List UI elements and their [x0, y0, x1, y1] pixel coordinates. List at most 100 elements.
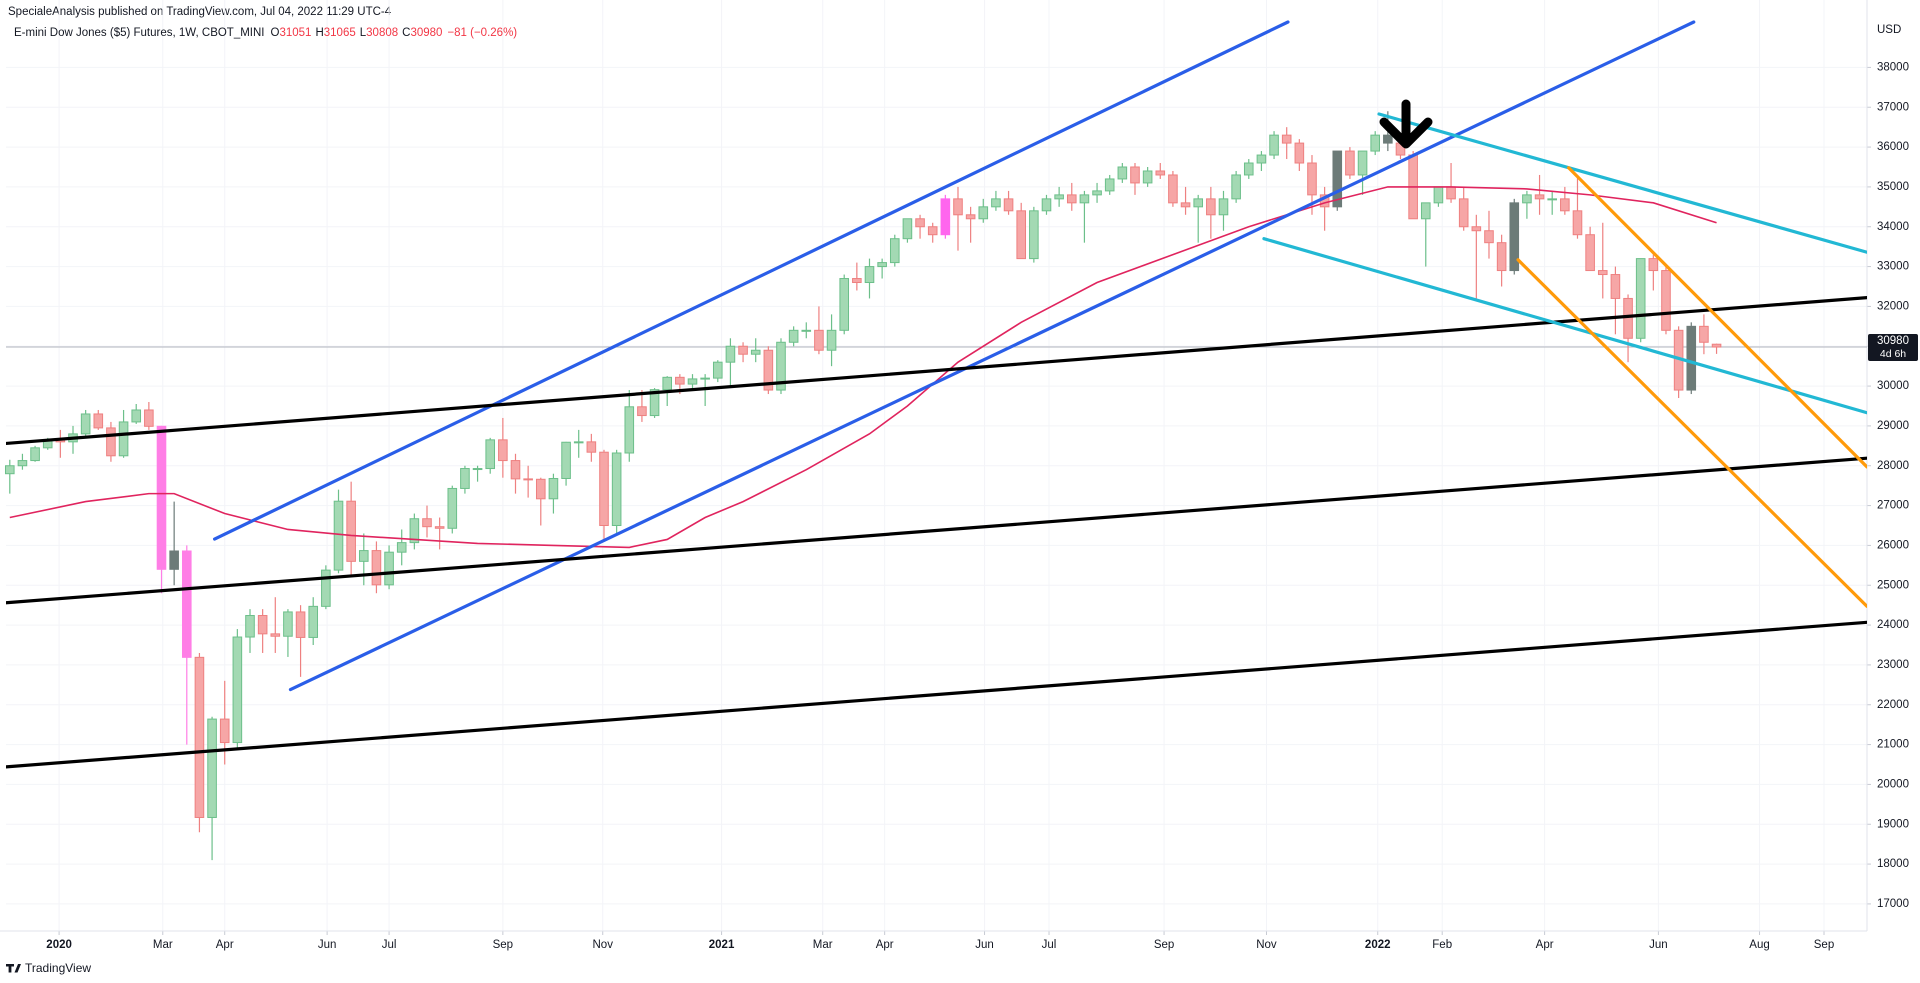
candle-body	[1370, 134, 1380, 152]
low-value: 30808	[366, 27, 398, 39]
candle-body	[422, 518, 432, 528]
candle-body	[1307, 162, 1317, 196]
high-value: 31065	[324, 27, 356, 39]
candle-body	[1003, 198, 1014, 212]
candle-body	[346, 500, 356, 562]
candle-body	[1345, 150, 1355, 176]
y-tick-label: 27000	[1877, 500, 1909, 512]
candle-body	[1383, 134, 1393, 144]
y-tick-label: 37000	[1877, 101, 1909, 113]
candle-body	[1041, 198, 1052, 212]
candle-body	[1484, 230, 1494, 244]
ohlc-letter: L	[360, 27, 367, 39]
candle-body	[801, 329, 812, 332]
candle-body	[1218, 198, 1229, 216]
y-tick-label: 33000	[1877, 261, 1909, 273]
x-tick-label: Jun	[1649, 939, 1668, 951]
x-tick-label: Sep	[1814, 939, 1834, 951]
candle-body	[1155, 170, 1166, 176]
candle-body	[738, 345, 748, 355]
candle-body	[1471, 226, 1482, 232]
candle-body	[1496, 242, 1507, 272]
trend-line	[1567, 166, 1867, 469]
candle-body	[687, 378, 698, 385]
x-tick-label: Feb	[1432, 939, 1452, 951]
candle-body	[1206, 198, 1216, 216]
y-tick-label: 35000	[1877, 181, 1909, 193]
candle-body	[965, 214, 976, 220]
price-tag-value: 30980	[1877, 335, 1909, 347]
candle-body	[611, 452, 622, 526]
candle-body	[1357, 150, 1368, 176]
ohlc-letter: H	[315, 27, 323, 39]
y-tick-label: 22000	[1877, 699, 1909, 711]
candle-body	[219, 718, 230, 744]
candle-body	[1180, 202, 1191, 208]
candle-body	[1711, 343, 1722, 348]
candle-body	[927, 226, 938, 236]
candle-body	[573, 441, 584, 444]
moving-average	[9, 186, 1717, 549]
currency-label: USD	[1877, 24, 1901, 36]
y-tick-label: 19000	[1877, 818, 1909, 830]
open-value: 31051	[279, 27, 311, 39]
candle-body	[877, 262, 887, 268]
candle-body	[1610, 274, 1621, 299]
candle-body	[1092, 190, 1102, 196]
candle-body	[283, 611, 293, 637]
candle-body	[1231, 174, 1241, 200]
candle-body	[30, 447, 40, 462]
candle-body	[978, 206, 989, 220]
candle-body	[700, 377, 710, 380]
candle-body	[447, 487, 458, 529]
x-tick-label: Mar	[813, 939, 833, 951]
candle-body	[864, 266, 875, 284]
y-tick-label: 38000	[1877, 61, 1909, 73]
published-note: SpecialeAnalysis published on TradingVie…	[8, 6, 392, 18]
candle-body	[1458, 198, 1469, 228]
candle-body	[1066, 194, 1077, 204]
candle-body	[1597, 270, 1608, 276]
candle-body	[1243, 162, 1254, 176]
candle-body	[852, 278, 862, 284]
candle-body	[637, 406, 647, 417]
y-tick-label: 17000	[1877, 898, 1909, 910]
candle-body	[485, 439, 496, 470]
candle-body	[384, 551, 394, 586]
x-tick-label: Jul	[382, 939, 397, 951]
candle-body	[915, 218, 925, 228]
x-tick-label: 2021	[709, 939, 735, 951]
x-tick-label: Jul	[1042, 939, 1057, 951]
candle-body	[396, 542, 407, 553]
y-tick-label: 36000	[1877, 141, 1909, 153]
candle-body	[1104, 178, 1115, 192]
ohlc-letter: O	[271, 27, 280, 39]
candle-body	[295, 611, 306, 638]
candle-body	[371, 550, 382, 586]
trend-line	[6, 620, 1867, 769]
trend-line	[6, 456, 1867, 605]
candle-body	[1079, 194, 1090, 204]
candle-body	[1332, 150, 1343, 208]
candle-body	[245, 615, 255, 638]
x-tick-label: Aug	[1749, 939, 1769, 951]
candle-body	[1269, 134, 1279, 156]
trend-line	[288, 20, 1696, 692]
candle-body	[1560, 198, 1570, 212]
candle-body	[814, 329, 824, 351]
candle-body	[1635, 258, 1646, 339]
candle-body	[257, 615, 268, 635]
y-tick-label: 18000	[1877, 858, 1909, 870]
y-tick-label: 34000	[1877, 221, 1909, 233]
x-tick-label: Sep	[493, 939, 513, 951]
candle-body	[207, 718, 217, 818]
price-tag-countdown: 4d 6h	[1880, 348, 1906, 360]
candle-body	[1117, 166, 1128, 180]
candle-body	[333, 500, 344, 571]
candle-body	[1623, 297, 1633, 339]
x-tick-label: Apr	[216, 939, 234, 951]
candle-body	[434, 526, 445, 529]
candle-body	[409, 518, 420, 544]
candle-body	[308, 605, 319, 638]
